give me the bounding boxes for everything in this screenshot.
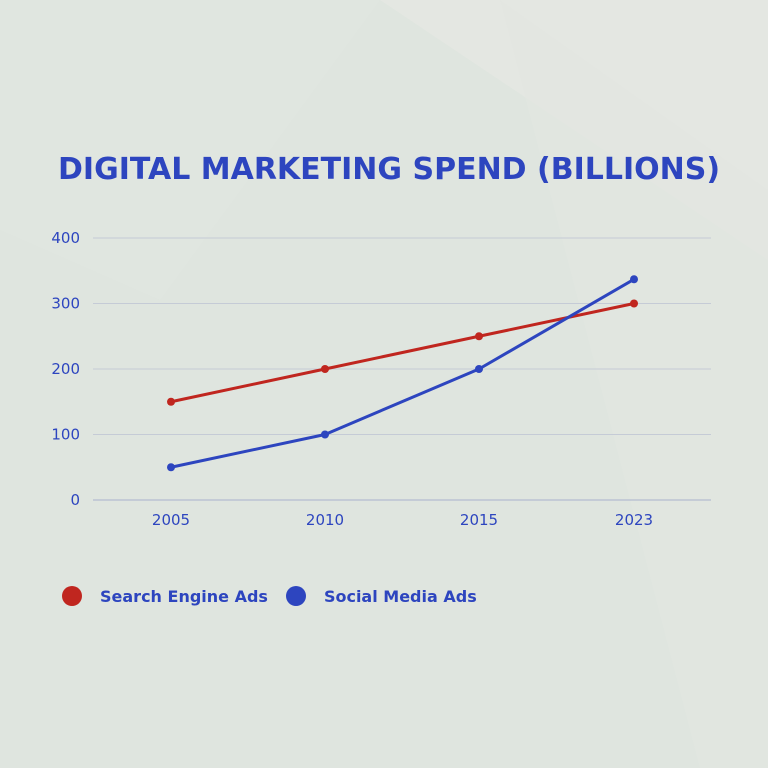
data-point-search-engine-ads-2010 [321, 365, 329, 373]
y-tick-label: 400 [51, 229, 80, 247]
legend: Search Engine Ads Social Media Ads [62, 586, 495, 606]
y-axis-ticks: 0 100 200 300 400 [51, 229, 80, 509]
legend-label-social-media-ads: Social Media Ads [323, 586, 477, 606]
y-tick-label: 0 [70, 491, 80, 509]
data-point-social-media-ads-2010 [321, 430, 329, 439]
data-point-social-media-ads-2005 [167, 463, 175, 472]
data-point-search-engine-ads-2015 [475, 332, 483, 341]
data-point-search-engine-ads-2023 [630, 299, 638, 308]
x-tick-label: 2015 [460, 511, 498, 529]
data-point-social-media-ads-2015 [475, 365, 483, 373]
data-point-search-engine-ads-2005 [167, 397, 175, 406]
x-tick-label: 2010 [306, 511, 344, 529]
y-tick-label: 200 [51, 360, 80, 378]
series-lines [167, 275, 638, 472]
x-tick-label: 2023 [615, 511, 653, 529]
data-point-social-media-ads-2023 [630, 275, 638, 284]
legend-marker-search-engine-ads [62, 586, 82, 606]
x-axis-ticks: 2005 2010 2015 2023 [152, 511, 653, 529]
x-tick-label: 2005 [152, 511, 190, 529]
series-line-search-engine-ads [170, 302, 635, 404]
legend-item-search-engine-ads: Search Engine Ads [62, 586, 268, 606]
y-tick-label: 300 [51, 295, 80, 313]
chart-title: DIGITAL MARKETING SPEND (BILLIONS) [58, 152, 721, 187]
y-tick-label: 100 [51, 426, 80, 444]
legend-marker-social-media-ads [285, 586, 306, 606]
legend-label-search-engine-ads: Search Engine Ads [100, 586, 268, 606]
series-line-social-media-ads [170, 277, 635, 469]
legend-item-social-media-ads: Social Media Ads [285, 586, 477, 606]
grid-lines [93, 237, 711, 501]
